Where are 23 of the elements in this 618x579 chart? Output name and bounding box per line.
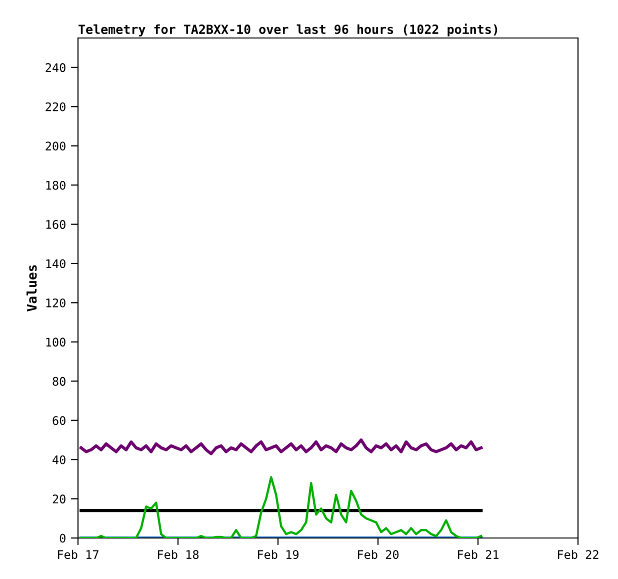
line-series [80, 476, 482, 538]
y-tick-label: 140 [46, 259, 66, 268]
x-tick-label: Feb 17 [58, 550, 98, 560]
y-tick-label: 220 [46, 102, 66, 112]
y-tick-label: 80 [52, 376, 66, 386]
x-tick-label: Feb 22 [558, 550, 598, 560]
chart-title: Telemetry for TA2BXX-10 over last 96 hours (1022 points) [78, 24, 498, 36]
y-tick-label: 200 [46, 142, 66, 151]
y-tick-label: 0 [60, 534, 66, 543]
y-tick-label: 60 [52, 416, 66, 426]
y-tick-label: 100 [46, 338, 66, 347]
y-tick-label: 40 [52, 455, 66, 464]
x-tick-label: Feb 20 [358, 550, 399, 560]
y-tick-label: 120 [46, 298, 66, 308]
y-axis-title: Values [26, 265, 37, 312]
y-tick-label: 180 [46, 180, 66, 190]
line-series [80, 438, 483, 456]
y-tick-label: 160 [46, 220, 66, 229]
x-tick-label: Feb 19 [258, 550, 299, 560]
y-tick-label: 240 [46, 63, 66, 72]
x-tick-label: Feb 18 [158, 550, 199, 560]
y-tick-label: 20 [52, 494, 66, 504]
x-tick-label: Feb 21 [458, 550, 499, 560]
